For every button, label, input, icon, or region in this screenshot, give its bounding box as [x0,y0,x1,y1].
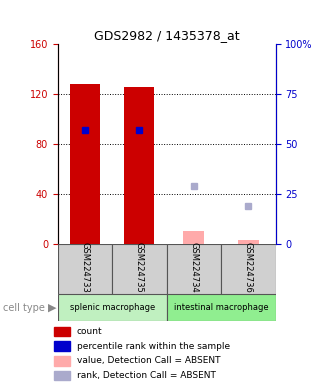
Text: percentile rank within the sample: percentile rank within the sample [77,342,230,351]
Text: GSM224734: GSM224734 [189,242,198,293]
Bar [124,87,154,244]
Text: GSM224735: GSM224735 [135,242,144,293]
Bar [167,294,276,321]
Text: count: count [77,327,103,336]
Title: GDS2982 / 1435378_at: GDS2982 / 1435378_at [94,28,240,41]
Text: cell type: cell type [3,303,45,313]
Bar [58,244,112,294]
Text: value, Detection Call = ABSENT: value, Detection Call = ABSENT [77,356,220,366]
Text: GSM224736: GSM224736 [244,242,253,293]
Bar [70,84,100,244]
Bar [221,244,276,294]
Bar [238,240,259,244]
Text: intestinal macrophage: intestinal macrophage [174,303,268,312]
Bar [167,244,221,294]
Text: ▶: ▶ [48,303,56,313]
Bar [58,294,167,321]
Text: splenic macrophage: splenic macrophage [70,303,155,312]
Text: GSM224733: GSM224733 [81,242,89,293]
Bar [112,244,167,294]
Text: rank, Detection Call = ABSENT: rank, Detection Call = ABSENT [77,371,216,380]
Bar [183,231,204,244]
